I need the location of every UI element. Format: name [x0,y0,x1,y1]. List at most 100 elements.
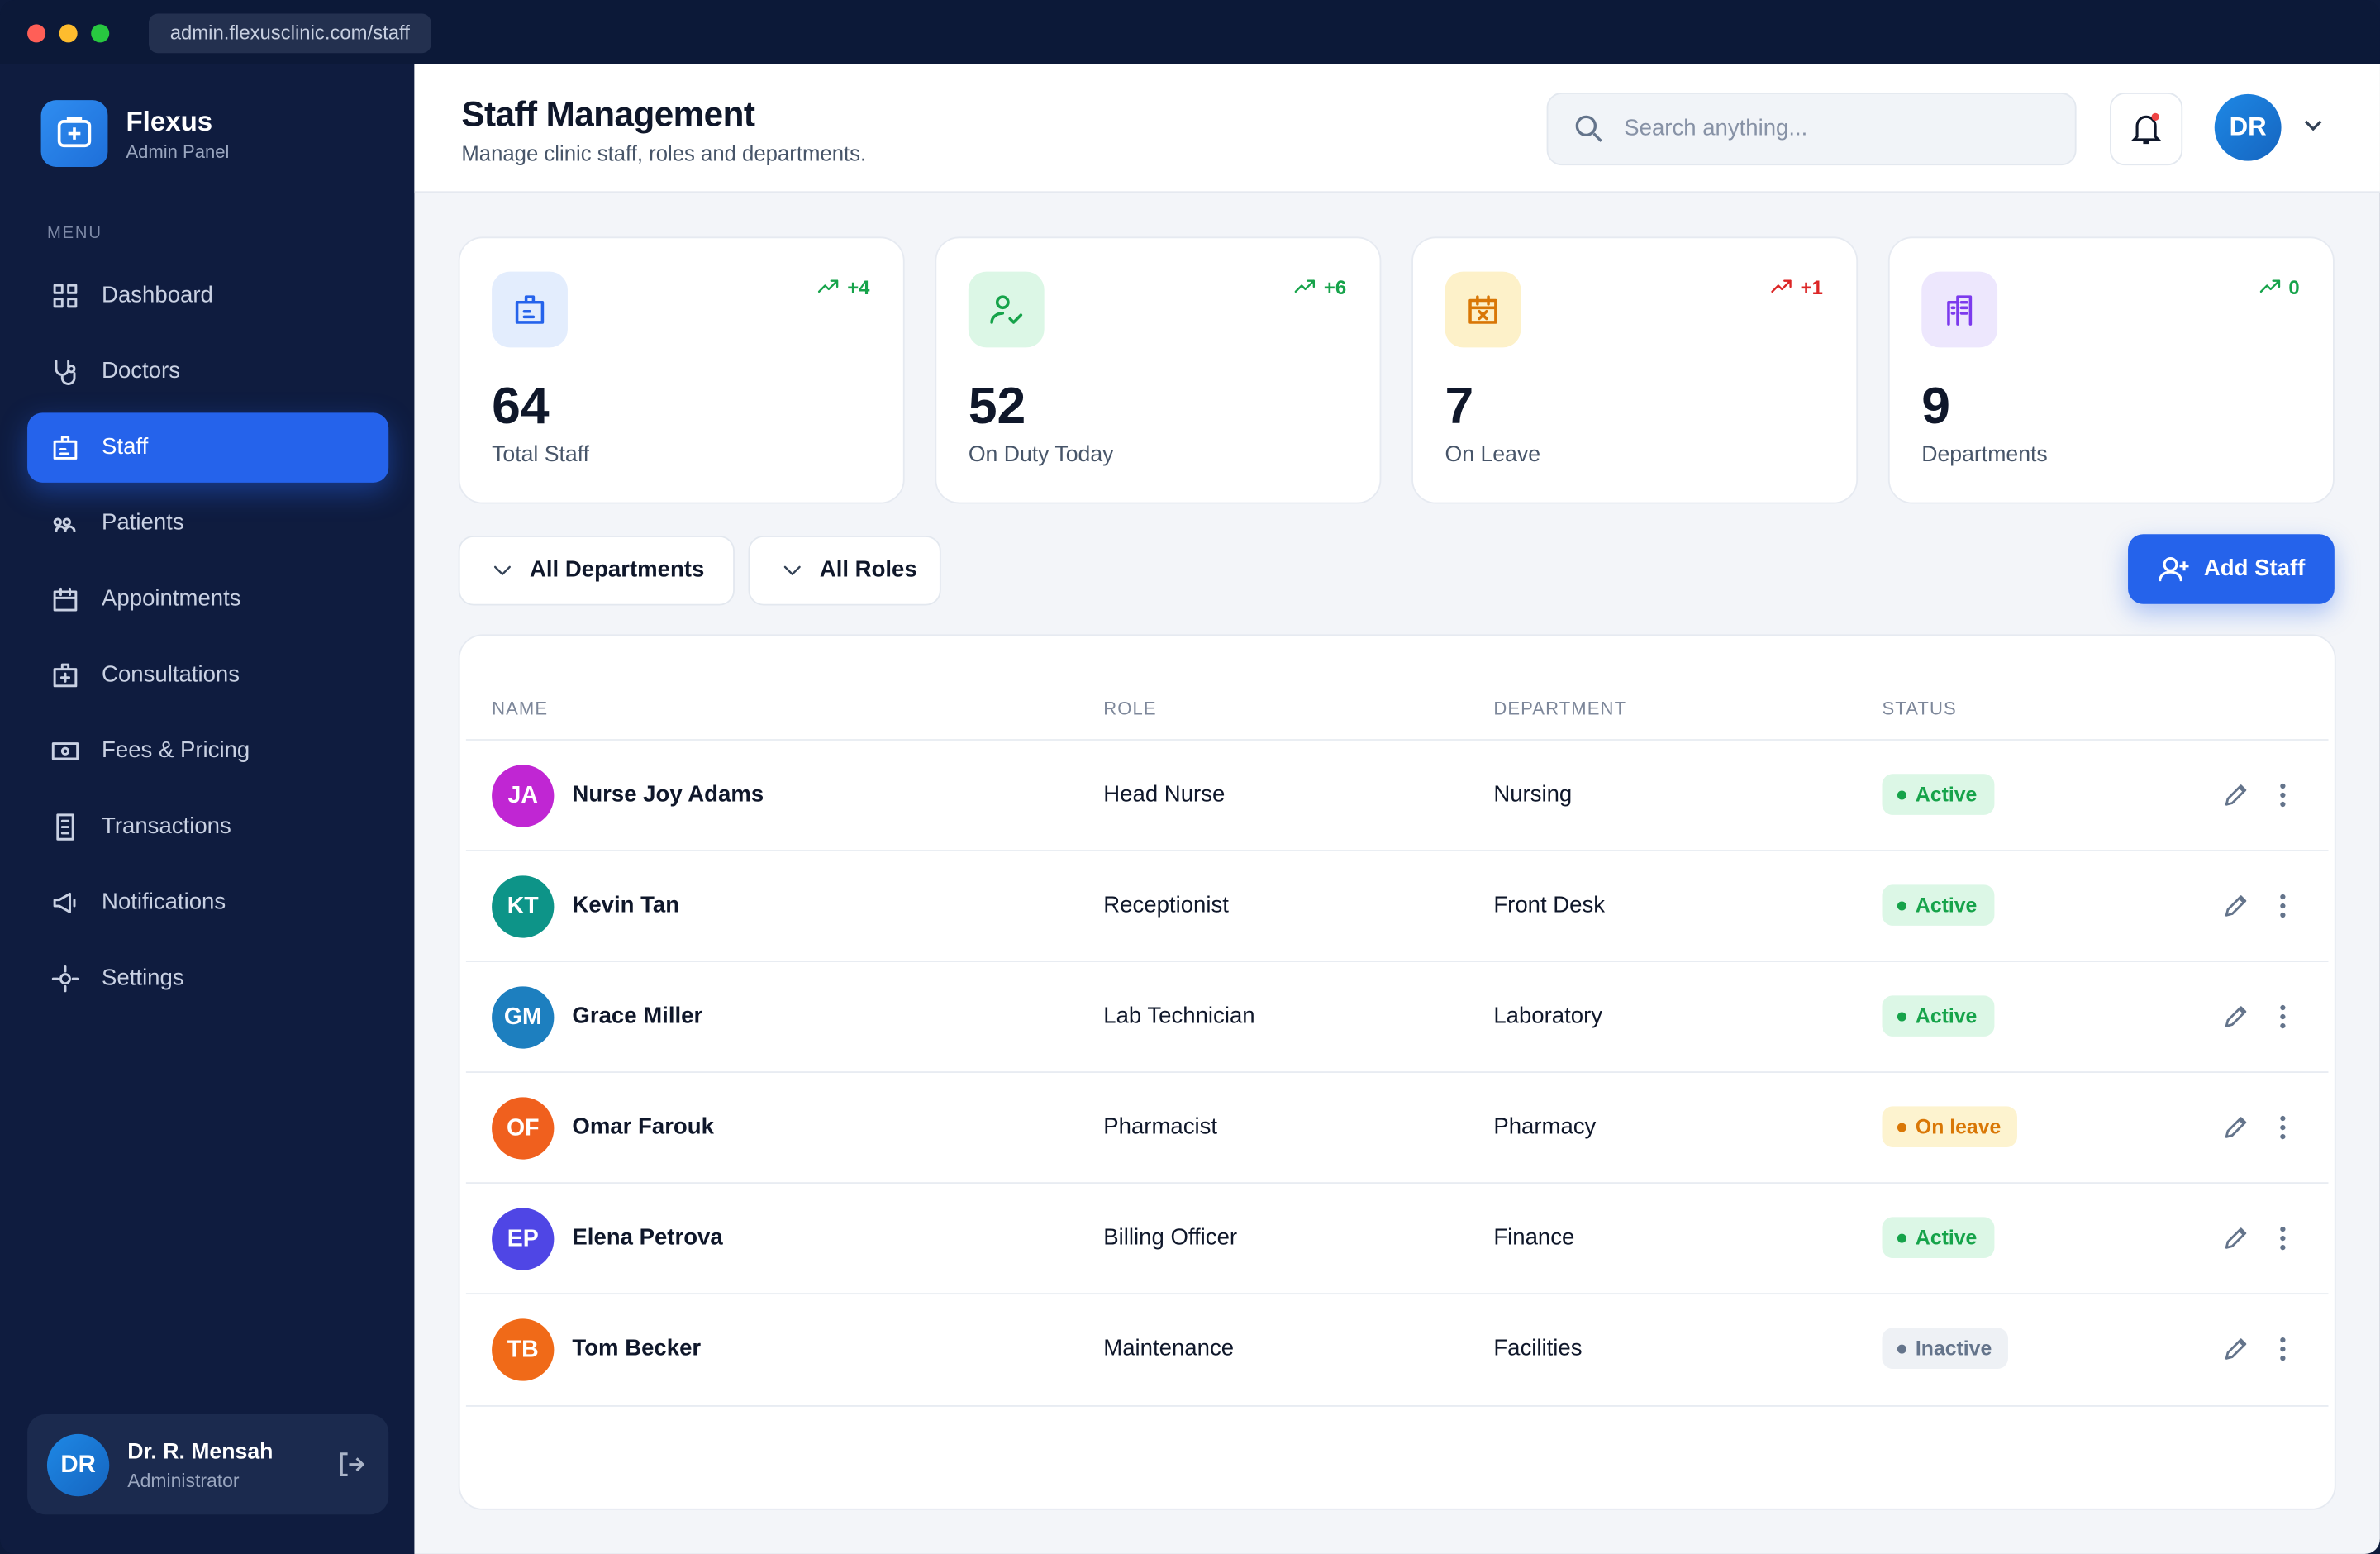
avatar-dropdown[interactable] [2302,118,2324,133]
close-dot[interactable] [27,24,46,43]
icon [53,587,78,612]
staff-role: Receptionist [1103,892,1229,918]
table-row: EP Elena Petrova Billing Officer Finance Act… [465,1182,2329,1294]
user-card: DR Dr. R. Mensah Administrator [27,1414,389,1515]
sidebar: Flexus Admin Panel MENU Dashboard Doctors… [0,64,415,1554]
search-handle [1592,132,1602,142]
icon-wrap [1941,291,1978,335]
menu-item[interactable]: Consultations [27,641,388,710]
staff-role: Billing Officer [1103,1224,1238,1251]
icon-path [53,517,76,533]
menu-item[interactable]: Notifications [27,868,388,937]
icon-path [53,436,78,460]
menu-item[interactable]: Fees & Pricing [27,717,388,786]
dot [2280,1022,2286,1029]
more-button[interactable] [2269,1223,2297,1261]
more-button[interactable] [2269,1002,2297,1040]
icon-path [493,565,511,575]
stat-label: Total Staff [492,443,590,468]
staff-avatar: OF [492,1097,555,1160]
status-dot [1897,1123,1906,1132]
edit-button[interactable] [2222,780,2251,817]
icon-path [990,295,1023,324]
menu-item[interactable]: Transactions [27,792,388,861]
edit-button[interactable] [2222,1223,2251,1260]
url-bar[interactable]: admin.flexusclinic.com/staff [148,13,431,54]
search-icon [1575,115,1602,142]
menu-item[interactable]: Dashboard [27,261,388,331]
stat-label: Departments [1921,443,2048,468]
stat-icon [492,271,568,348]
icon [990,295,1023,324]
icon [493,565,511,575]
icon [51,742,79,760]
menu-item-label: Patients [102,509,184,536]
status-label: Active [1915,783,1978,806]
more-icon [2280,1004,2286,1029]
staff-name: Nurse Joy Adams [572,781,764,808]
staff-department: Finance [1493,1224,1575,1251]
stat-label: On Leave [1445,443,1541,468]
bell-shape [2130,115,2162,145]
stat-trend-value: +6 [1323,276,1347,299]
more-button[interactable] [2269,891,2297,929]
page-title: Staff Management [461,93,755,134]
icon [1468,295,1497,324]
edit-button[interactable] [2222,1113,2251,1149]
chevron-wrap [490,559,514,589]
logo-icon [57,117,92,148]
icon [2225,1006,2247,1027]
add-staff-button[interactable]: Add Staff [2128,534,2335,604]
icon [53,892,76,913]
bell-badge [2151,112,2159,121]
filter-dropdown[interactable]: All Departments [458,536,735,606]
menu-item[interactable]: Staff [27,412,389,483]
filter-dropdown[interactable]: All Roles [748,536,941,606]
menu-item-label: Transactions [102,813,231,840]
header-avatar[interactable]: DR [2214,93,2282,161]
logout-button[interactable] [336,1449,366,1480]
menu-item-label: Appointments [102,585,241,612]
edit-button[interactable] [2222,1002,2251,1038]
icon-path [2225,895,2247,917]
stat-trend: +1 [1770,274,1823,303]
filter-label: All Departments [530,556,705,583]
menu-item[interactable]: Settings [27,944,388,1013]
more-button[interactable] [2269,780,2297,818]
staff-role: Maintenance [1103,1335,1235,1361]
notification-button[interactable] [2110,92,2183,166]
chevron-wrap [780,559,804,589]
stat-icon [968,271,1045,348]
more-button[interactable] [2269,1113,2297,1151]
bell-icon [2130,112,2162,145]
column-header: NAME [492,698,549,720]
menu-item[interactable]: Doctors [27,337,388,407]
icon [2259,279,2280,293]
menu-item-label: Consultations [102,661,240,688]
minimize-dot[interactable] [59,24,78,43]
menu-item[interactable]: Patients [27,489,388,558]
menu-item[interactable]: Appointments [27,565,388,634]
icon-path [53,587,78,612]
search-box[interactable]: Search anything... [1546,92,2077,166]
icon-path [56,813,74,841]
search-placeholder: Search anything... [1624,115,1808,141]
more-button[interactable] [2269,1334,2297,1372]
staff-role: Pharmacist [1103,1113,1218,1140]
dot [2280,801,2286,808]
edit-button[interactable] [2222,891,2251,927]
icon-path [2225,1117,2247,1138]
more-icon [2280,894,2286,918]
stat-trend: +6 [1293,274,1346,303]
icon-path [53,663,78,688]
status-label: On leave [1915,1115,2002,1138]
maximize-dot[interactable] [91,24,110,43]
dot [2280,792,2286,798]
status-badge: Active [1882,995,1994,1037]
table-row: JA Nurse Joy Adams Head Nurse Nursing Active [465,739,2329,851]
stat-value: 7 [1445,378,1474,436]
stat-value: 9 [1921,378,1951,436]
edit-button[interactable] [2222,1334,2251,1370]
